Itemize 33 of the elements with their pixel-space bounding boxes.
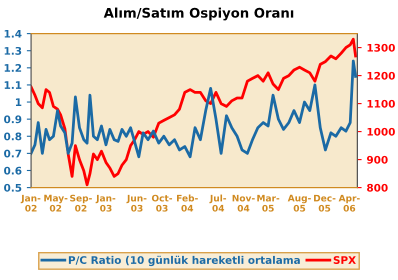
chart-title: Alım/Satım Ospiyon Oranı — [104, 8, 294, 20]
y-tick-label: 1.1 — [4, 81, 22, 89]
y-tick-label: 0.6 — [4, 166, 22, 175]
x-tick-label: Feb- 04 — [177, 194, 198, 212]
y-tick-label: 1 — [16, 98, 22, 106]
x-tick-label: Nov- 04 — [232, 194, 255, 212]
x-tick-label: Jan- 03 — [96, 194, 116, 212]
y2-tick-label: 900 — [366, 156, 388, 164]
x-tick-label: Oct- 03 — [152, 194, 172, 212]
x-tick-label: Dec- 05 — [314, 194, 336, 212]
legend-label: P/C Ratio (10 günlük hareketli ortalama — [68, 256, 300, 266]
y-tick-label: 1.4 — [4, 30, 22, 38]
y-tick-label: 0.8 — [4, 132, 22, 140]
x-tick-label: Jul- 04 — [209, 194, 226, 212]
y2-tick-label: 1300 — [368, 44, 395, 52]
y-tick-label: 0.7 — [4, 150, 22, 158]
x-tick-label: May- 02 — [44, 194, 68, 212]
y-tick-label: 0.9 — [4, 115, 22, 124]
y2-tick-label: 1200 — [368, 72, 395, 80]
x-tick-label: Jan- 02 — [20, 194, 40, 212]
y-tick-label: 1.2 — [4, 64, 22, 72]
x-tick-label: Jun- 03 — [126, 194, 146, 212]
y2-tick-label: 1000 — [368, 128, 395, 136]
x-tick-label: Mar- 05 — [257, 194, 280, 212]
y2-tick-label: 800 — [367, 184, 388, 192]
x-tick-label: Apr- 06 — [338, 194, 360, 212]
x-tick-label: Sep- 02 — [70, 194, 92, 212]
x-tick-label: Aug- 05 — [288, 194, 311, 212]
legend-label: SPX — [334, 256, 356, 264]
y2-tick-label: 1100 — [368, 100, 395, 108]
y-tick-label: 0.5 — [4, 184, 22, 192]
line-series — [31, 38, 357, 186]
y-tick-label: 1.3 — [4, 46, 22, 55]
